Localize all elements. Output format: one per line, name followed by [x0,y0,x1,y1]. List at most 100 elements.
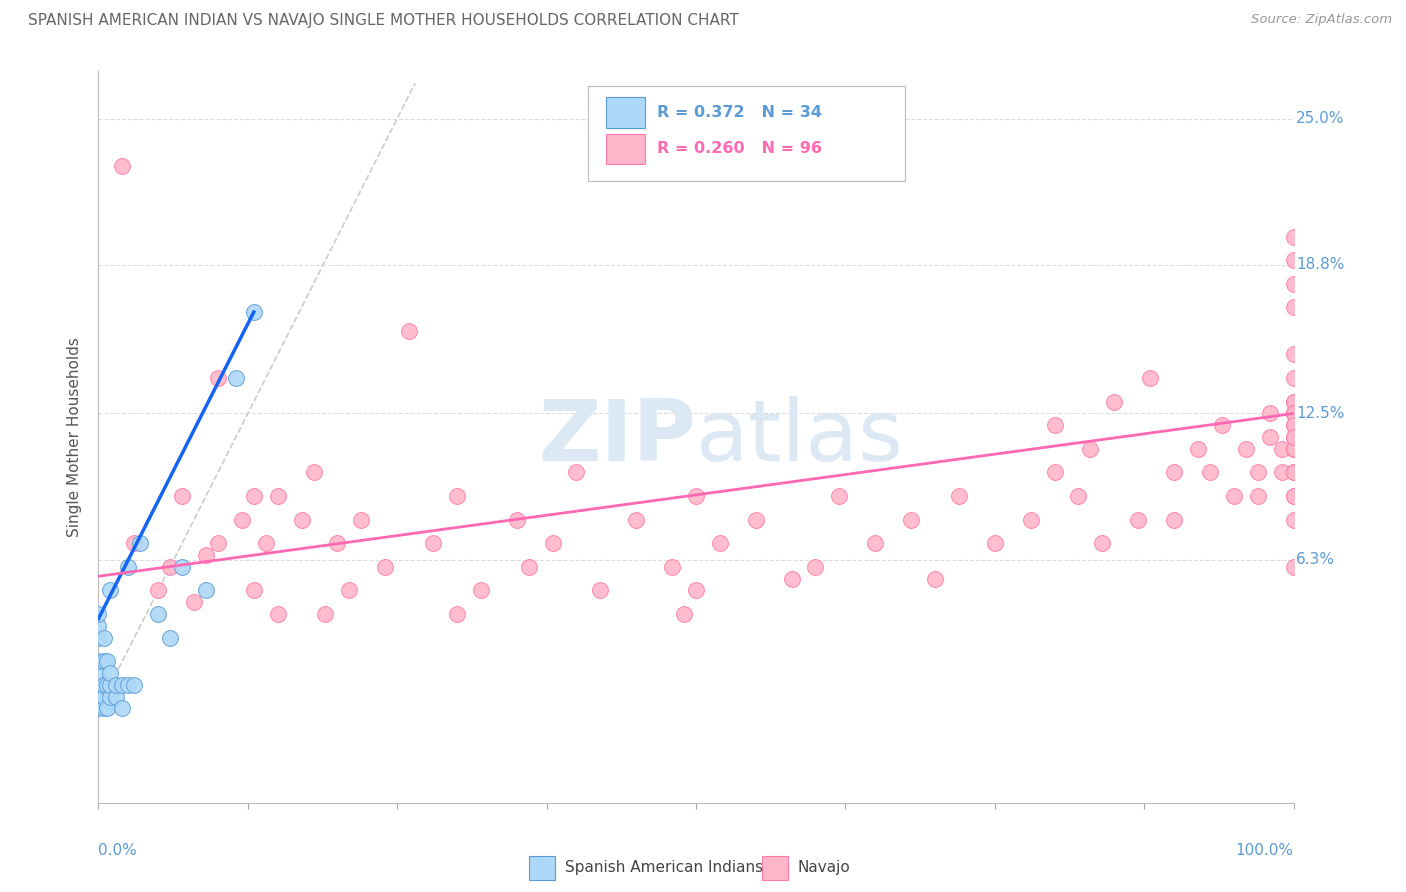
Text: R = 0.260   N = 96: R = 0.260 N = 96 [657,142,821,156]
Text: atlas: atlas [696,395,904,479]
Point [1080,442,1102,456]
Point [1282,430,1305,444]
Point [1043,418,1066,433]
Point [183,595,205,609]
Point [87,690,110,704]
Point [1282,442,1305,456]
Point [172,559,194,574]
Point [337,583,360,598]
Point [1211,418,1233,433]
Text: 12.5%: 12.5% [1296,406,1344,421]
Point [225,371,247,385]
Point [93,701,115,715]
Point [1282,253,1305,268]
Point [1067,489,1090,503]
Point [709,536,731,550]
Point [1282,466,1305,480]
Point [105,678,128,692]
Y-axis label: Single Mother Households: Single Mother Households [67,337,83,537]
Point [1282,466,1305,480]
Point [745,513,768,527]
Point [1258,407,1281,421]
Point [1187,442,1209,456]
Point [1282,407,1305,421]
Point [517,559,540,574]
Point [1282,407,1305,421]
Point [111,159,134,173]
Point [685,583,707,598]
Point [105,690,128,704]
Point [87,654,110,668]
Point [93,678,115,692]
Point [243,583,266,598]
Point [673,607,696,621]
Point [983,536,1005,550]
Point [98,690,122,704]
Point [1282,513,1305,527]
Point [172,489,194,503]
Point [1282,347,1305,361]
Point [1282,489,1305,503]
Point [1139,371,1161,385]
Point [470,583,492,598]
Point [661,559,683,574]
Point [1282,407,1305,421]
Point [1282,559,1305,574]
Bar [606,97,644,128]
Point [1271,442,1294,456]
Point [398,324,420,338]
Point [350,513,373,527]
Point [117,678,139,692]
Point [1102,394,1125,409]
Point [1282,407,1305,421]
Point [87,607,110,621]
Point [326,536,349,550]
Point [194,583,217,598]
Point [96,701,118,715]
Point [87,666,110,681]
Point [1163,466,1185,480]
Point [948,489,970,503]
Point [267,489,290,503]
Point [111,701,134,715]
Point [1246,466,1268,480]
Text: Navajo: Navajo [797,861,851,875]
Point [924,572,946,586]
Point [148,583,170,598]
Point [1282,394,1305,409]
Point [124,536,146,550]
Point [148,607,170,621]
Point [1282,371,1305,385]
Point [96,678,118,692]
Point [1282,229,1305,244]
Point [1198,466,1220,480]
Point [1282,489,1305,503]
Point [98,583,122,598]
Point [111,678,134,692]
Point [290,513,312,527]
Point [1282,430,1305,444]
Point [900,513,922,527]
Point [207,536,229,550]
Point [1019,513,1042,527]
Point [207,371,229,385]
Point [422,536,444,550]
Point [1282,442,1305,456]
Point [194,548,217,562]
Point [87,631,110,645]
Point [93,690,115,704]
Point [541,536,564,550]
Text: 100.0%: 100.0% [1236,843,1294,858]
Text: Spanish American Indians: Spanish American Indians [565,861,762,875]
Point [506,513,529,527]
Point [302,466,325,480]
Point [624,513,647,527]
Point [243,489,266,503]
Point [315,607,337,621]
Point [1282,407,1305,421]
Point [96,654,118,668]
Text: SPANISH AMERICAN INDIAN VS NAVAJO SINGLE MOTHER HOUSEHOLDS CORRELATION CHART: SPANISH AMERICAN INDIAN VS NAVAJO SINGLE… [28,13,740,29]
Point [124,678,146,692]
Point [87,619,110,633]
Point [1091,536,1114,550]
